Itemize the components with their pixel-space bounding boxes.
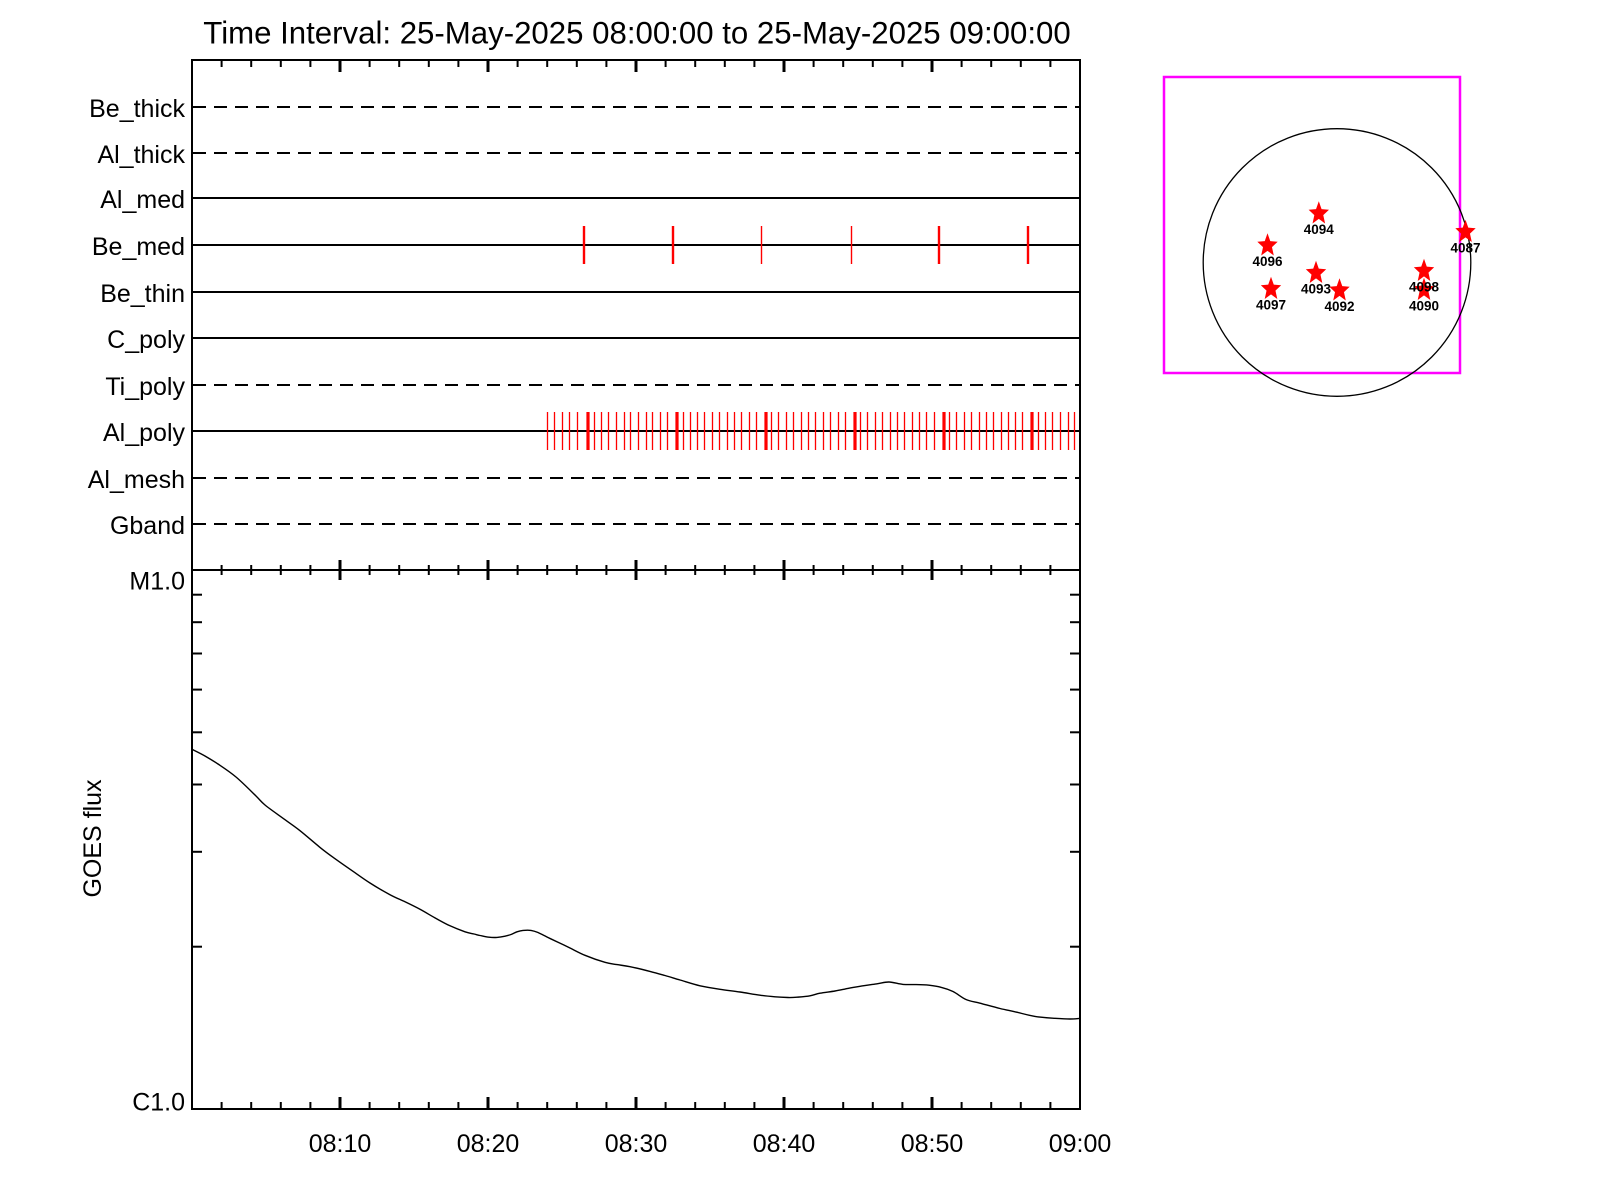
svg-text:Al_med: Al_med	[100, 186, 185, 214]
svg-text:09:00: 09:00	[1049, 1130, 1112, 1158]
svg-text:08:30: 08:30	[605, 1130, 668, 1158]
svg-text:M1.0: M1.0	[129, 568, 185, 596]
svg-text:4094: 4094	[1304, 222, 1335, 237]
svg-text:4092: 4092	[1324, 299, 1354, 314]
svg-text:4093: 4093	[1301, 282, 1332, 297]
svg-text:GOES flux: GOES flux	[79, 779, 107, 898]
svg-text:Al_poly: Al_poly	[103, 419, 185, 447]
svg-text:4087: 4087	[1450, 241, 1480, 256]
svg-text:Al_mesh: Al_mesh	[88, 466, 185, 494]
svg-text:08:50: 08:50	[901, 1130, 964, 1158]
svg-text:08:40: 08:40	[753, 1130, 816, 1158]
svg-text:Al_thick: Al_thick	[97, 141, 185, 169]
svg-text:Time Interval: 25-May-2025 08:: Time Interval: 25-May-2025 08:00:00 to 2…	[203, 16, 1070, 51]
svg-text:C_poly: C_poly	[107, 326, 185, 354]
svg-text:Be_med: Be_med	[92, 233, 185, 261]
svg-text:4096: 4096	[1252, 254, 1283, 269]
svg-text:08:10: 08:10	[309, 1130, 372, 1158]
svg-text:Ti_poly: Ti_poly	[105, 373, 185, 401]
svg-text:4098: 4098	[1409, 280, 1440, 295]
svg-text:C1.0: C1.0	[132, 1089, 185, 1117]
svg-text:4097: 4097	[1256, 298, 1286, 313]
svg-text:4090: 4090	[1409, 299, 1439, 314]
svg-text:Gband: Gband	[110, 512, 185, 540]
svg-text:Be_thick: Be_thick	[89, 95, 185, 123]
svg-text:08:20: 08:20	[457, 1130, 520, 1158]
svg-text:Be_thin: Be_thin	[100, 280, 185, 308]
